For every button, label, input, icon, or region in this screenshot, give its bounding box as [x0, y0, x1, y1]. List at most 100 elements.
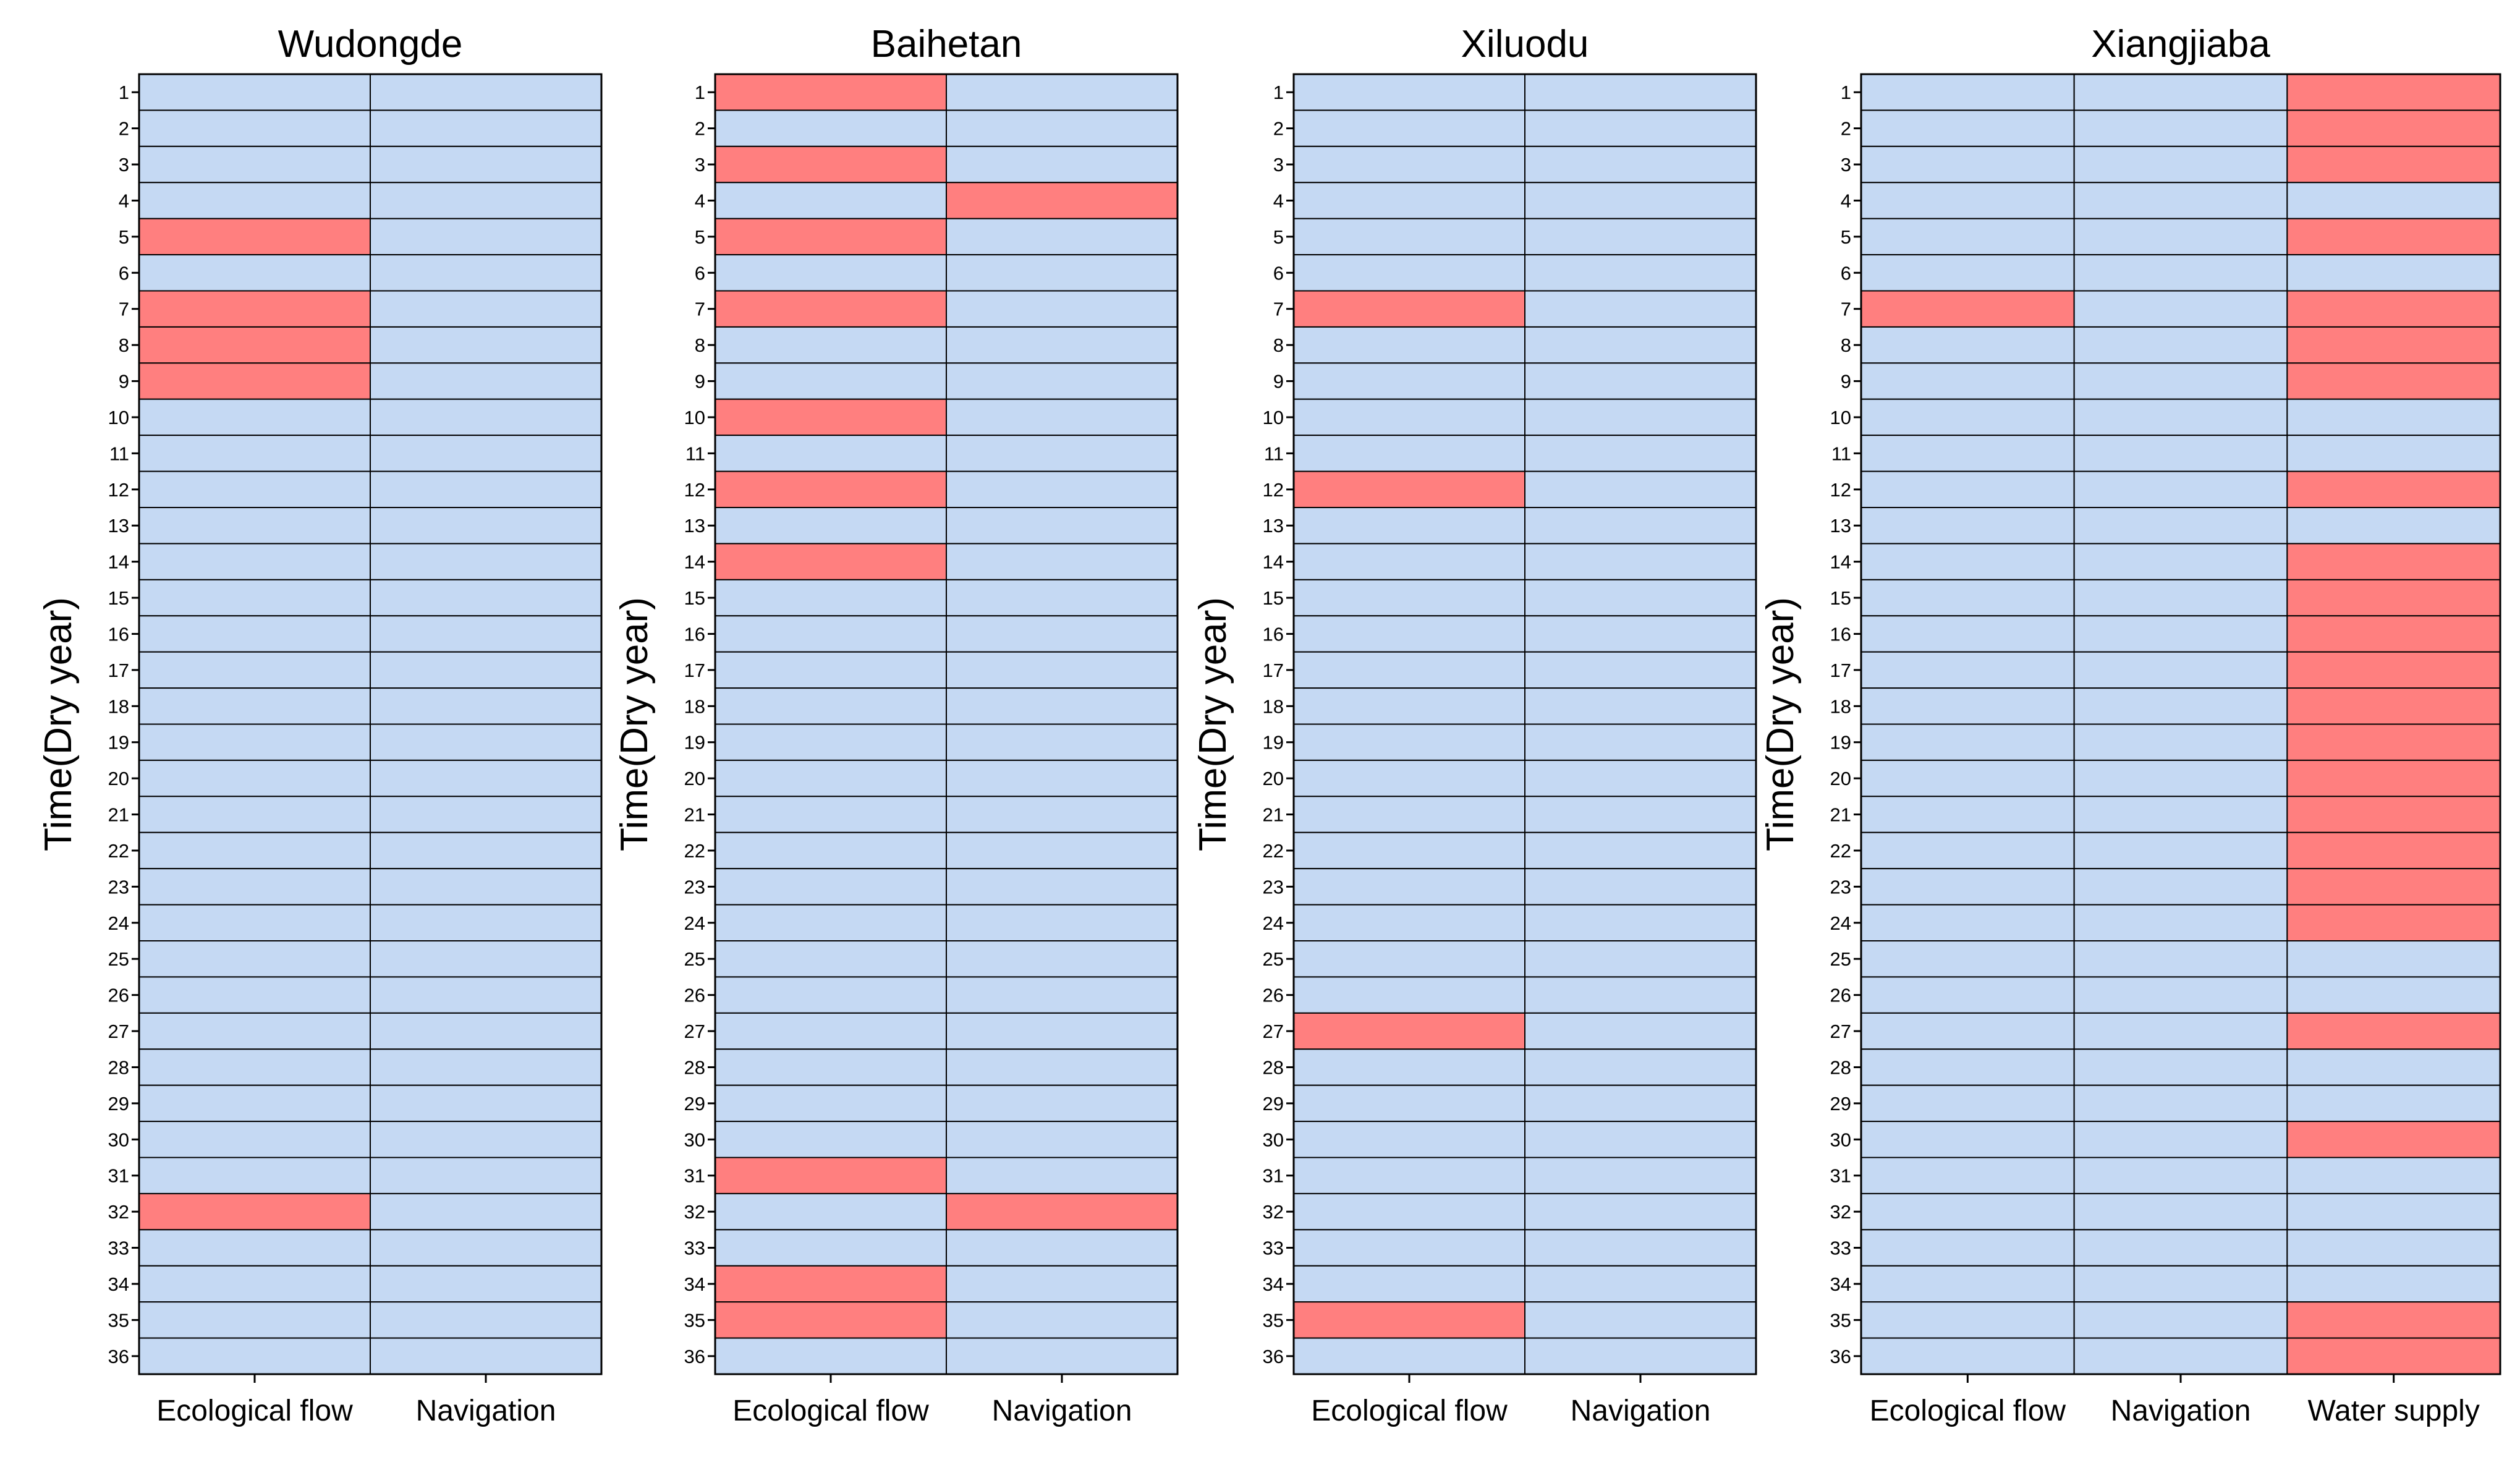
cell-unmet	[2286, 687, 2501, 725]
cell-met	[1524, 1012, 1757, 1050]
cell-met	[946, 831, 1178, 870]
y-tick-label: 22	[684, 840, 705, 862]
cell-met	[1860, 543, 2075, 580]
cell-met	[138, 1048, 371, 1086]
y-tick-label: 20	[108, 768, 129, 789]
cell-met	[2073, 1084, 2288, 1123]
y-tick-label: 33	[1830, 1238, 1851, 1259]
cell-met	[1524, 687, 1757, 725]
cell-met	[2286, 507, 2501, 545]
cell-met	[2286, 1192, 2501, 1231]
cell-met	[1860, 1157, 2075, 1194]
cell-met	[1524, 651, 1757, 689]
y-tick-label: 7	[119, 299, 129, 320]
cell-unmet	[715, 1301, 947, 1339]
cell-unmet	[715, 1157, 947, 1194]
cell-met	[946, 435, 1178, 472]
y-tick-label: 35	[108, 1309, 129, 1331]
cell-met	[715, 579, 947, 617]
cell-met	[1524, 543, 1757, 580]
cell-met	[1524, 1084, 1757, 1123]
y-tick-label: 16	[1263, 623, 1284, 645]
cell-met	[370, 1048, 602, 1086]
y-tick-label: 35	[684, 1309, 705, 1331]
cell-met	[370, 218, 602, 256]
cell-met	[2073, 398, 2288, 436]
cell-unmet	[715, 470, 947, 508]
y-tick-label: 20	[1830, 768, 1851, 789]
panel-title: Wudongde	[278, 23, 463, 66]
cell-met	[138, 470, 371, 508]
cell-met	[1524, 507, 1757, 545]
cell-met	[1860, 940, 2075, 978]
cell-met	[2073, 326, 2288, 364]
cell-met	[1524, 145, 1757, 184]
y-tick-label: 33	[1263, 1238, 1284, 1259]
y-tick-label: 31	[108, 1165, 129, 1187]
y-tick-label: 12	[1830, 479, 1851, 501]
cell-met	[1860, 1012, 2075, 1050]
y-tick-label: 17	[1263, 660, 1284, 681]
cell-met	[1524, 398, 1757, 436]
cell-met	[2073, 831, 2288, 870]
y-tick-label: 8	[695, 334, 705, 356]
cell-met	[946, 1337, 1178, 1375]
y-tick-label: 25	[1263, 948, 1284, 970]
cell-met	[1524, 290, 1757, 328]
cell-met	[138, 1084, 371, 1123]
cell-met	[715, 1337, 947, 1375]
cell-met	[946, 976, 1178, 1014]
cell-met	[1524, 904, 1757, 942]
y-tick-label: 27	[684, 1021, 705, 1042]
y-tick-label: 18	[684, 695, 705, 717]
cell-met	[1293, 940, 1525, 978]
y-tick-label: 17	[108, 660, 129, 681]
cell-met	[370, 470, 602, 508]
cell-met	[1860, 831, 2075, 870]
y-tick-label: 26	[1263, 985, 1284, 1006]
cell-met	[138, 145, 371, 184]
y-tick-label: 29	[684, 1093, 705, 1115]
cell-met	[370, 579, 602, 617]
cell-met	[1524, 326, 1757, 364]
y-tick-label: 21	[108, 804, 129, 826]
cell-met	[1293, 1192, 1525, 1231]
cell-met	[946, 1121, 1178, 1158]
cell-met	[715, 615, 947, 653]
cell-unmet	[715, 1265, 947, 1303]
cell-met	[1293, 976, 1525, 1014]
cell-met	[1293, 145, 1525, 184]
cell-met	[138, 940, 371, 978]
y-tick-label: 15	[1830, 587, 1851, 609]
cell-met	[715, 1048, 947, 1086]
y-axis-label: Time(Dry year)	[1759, 597, 1802, 851]
cell-met	[715, 1012, 947, 1050]
cell-met	[2073, 507, 2288, 545]
cell-unmet	[715, 398, 947, 436]
cell-met	[138, 543, 371, 580]
y-tick-label: 6	[1273, 262, 1284, 284]
y-tick-label: 9	[119, 371, 129, 393]
cell-met	[1860, 326, 2075, 364]
cell-met	[370, 435, 602, 472]
cell-met	[946, 940, 1178, 978]
y-tick-label: 14	[684, 551, 705, 573]
cell-met	[138, 74, 371, 111]
cell-met	[370, 759, 602, 797]
cell-met	[370, 687, 602, 725]
y-tick-label: 1	[1841, 82, 1851, 103]
cell-met	[1860, 904, 2075, 942]
cell-met	[2073, 145, 2288, 184]
cell-met	[370, 254, 602, 292]
y-tick-label: 1	[119, 82, 129, 103]
cell-unmet	[2286, 1121, 2501, 1158]
cell-met	[946, 615, 1178, 653]
y-tick-label: 24	[684, 912, 705, 934]
cell-met	[1293, 1121, 1525, 1158]
cell-met	[1293, 182, 1525, 219]
cell-met	[946, 759, 1178, 797]
cell-met	[946, 687, 1178, 725]
x-tick-label: Ecological flow	[1311, 1395, 1508, 1427]
cell-met	[2073, 868, 2288, 906]
